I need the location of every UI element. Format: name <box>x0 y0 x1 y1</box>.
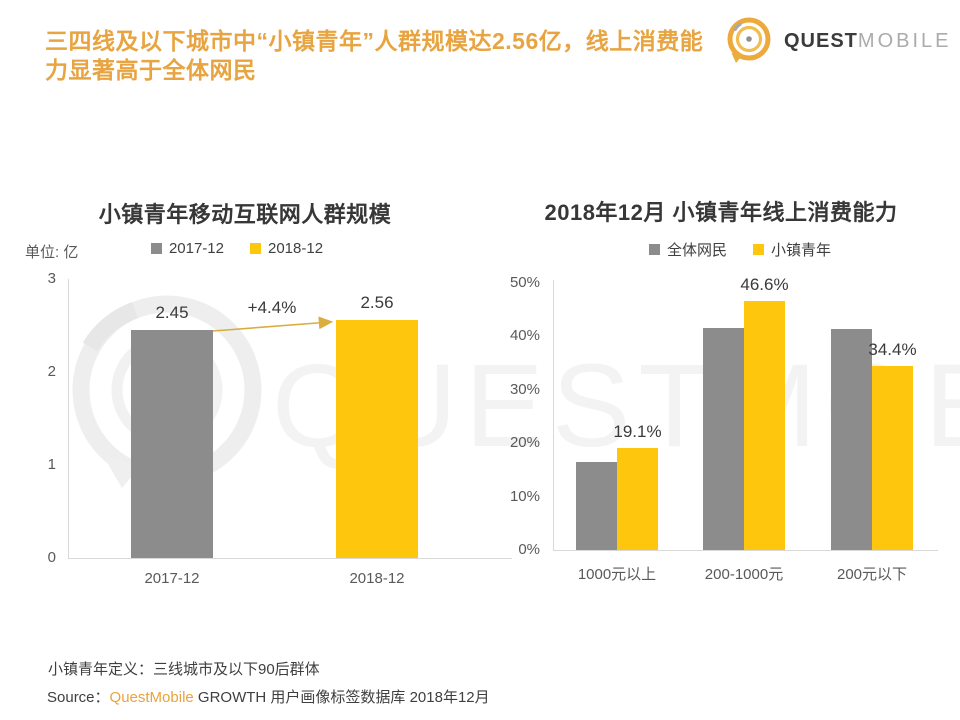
right-chart-y-tick-label: 50% <box>509 274 540 291</box>
left-chart-y-axis-line <box>68 279 69 558</box>
left-chart-title: 小镇青年移动互联网人群规模 <box>98 202 392 227</box>
left-chart-y-tick-label: 1 <box>47 456 56 473</box>
right-chart-bar-全体网民-200元以下 <box>831 328 872 550</box>
legend-item-2017-12: 2017-12 <box>150 240 224 257</box>
right-chart-bar-全体网民-200-1000元 <box>703 327 744 550</box>
right-chart-title: 2018年12月 小镇青年线上消费能力 <box>544 200 898 225</box>
growth-arrow-icon <box>212 316 334 332</box>
left-chart-y-tick-label: 0 <box>47 549 56 566</box>
right-chart-category-label: 1000元以上 <box>577 566 657 583</box>
right-chart-value-label: 19.1% <box>613 422 662 441</box>
page-title-line1: 三四线及以下城市中“小镇青年”人群规模达2.56亿，线上消费能 <box>45 28 704 54</box>
right-chart-bar-小镇青年-200元以下 <box>872 366 913 550</box>
source-detail: GROWTH 用户画像标签数据库 2018年12月 <box>193 689 490 706</box>
right-chart-bar-全体网民-1000元以上 <box>576 461 617 550</box>
source-label: Source： <box>47 689 110 706</box>
right-chart-legend: 全体网民 小镇青年 <box>509 239 960 260</box>
right-chart-bar-小镇青年-200-1000元 <box>744 301 785 550</box>
legend-label: 2018-12 <box>268 240 324 257</box>
right-chart-y-axis-line <box>553 280 554 550</box>
left-chart-unit-label: 单位: 亿 <box>25 244 79 261</box>
legend-label: 小镇青年 <box>771 242 832 259</box>
right-chart-y-tick-label: 30% <box>509 380 540 398</box>
left-chart-value-label: 2.45 <box>155 303 189 323</box>
legend-item-small-town-youth: 小镇青年 <box>753 239 831 260</box>
legend-label: 2017-12 <box>168 240 224 257</box>
legend-swatch-yellow <box>753 244 764 255</box>
legend-label: 全体网民 <box>666 242 727 259</box>
left-chart-y-tick-label: 3 <box>47 270 56 287</box>
page-title-line2: 力显著高于全体网民 <box>45 57 257 83</box>
right-chart-category-label: 200-1000元 <box>704 566 784 583</box>
right-chart-bar-小镇青年-1000元以上 <box>617 448 658 550</box>
page-title: 三四线及以下城市中“小镇青年”人群规模达2.56亿，线上消费能 力显著高于全体网… <box>45 27 745 85</box>
right-chart-value-label: 34.4% <box>868 340 917 360</box>
legend-swatch-gray <box>648 244 660 255</box>
left-chart-x-axis-line <box>68 558 512 559</box>
brand-text: QUESTMOBILE <box>784 30 951 53</box>
right-chart-y-tick-label: 10% <box>509 487 540 505</box>
footer-source: Source：QuestMobile GROWTH 用户画像标签数据库 2018… <box>47 686 490 707</box>
left-chart-bar-2018-12 <box>336 319 418 558</box>
right-chart-x-axis-line <box>553 550 938 551</box>
right-chart-category-label: 200元以下 <box>836 566 908 583</box>
right-chart-y-tick-label: 40% <box>509 327 540 345</box>
source-brand: QuestMobile <box>109 689 194 706</box>
legend-item-all-netizens: 全体网民 <box>648 239 727 260</box>
left-chart-category-label: 2017-12 <box>144 570 200 587</box>
legend-item-2018-12: 2018-12 <box>250 240 323 257</box>
legend-swatch-gray <box>150 243 162 254</box>
footer-definition: 小镇青年定义：三线城市及以下90后群体 <box>48 661 320 678</box>
right-chart-y-tick-label: 20% <box>509 434 540 452</box>
left-chart-y-tick-label: 2 <box>47 363 56 380</box>
left-chart-value-label: 2.56 <box>360 292 394 312</box>
brand-text-primary: QUEST <box>784 30 858 52</box>
legend-swatch-yellow <box>250 243 261 254</box>
brand-text-secondary: MOBILE <box>857 30 952 52</box>
right-chart-y-tick-label: 0% <box>518 541 540 558</box>
growth-annotation: +4.4% <box>247 298 297 317</box>
questmobile-logo-icon <box>727 17 771 63</box>
left-chart-category-label: 2018-12 <box>349 570 405 587</box>
right-chart-value-label: 46.6% <box>740 275 789 295</box>
left-chart-legend: 2017-12 2018-12 <box>12 240 462 257</box>
left-chart-bar-2017-12 <box>131 330 213 558</box>
questmobile-logo: QUESTMOBILE <box>722 13 948 69</box>
